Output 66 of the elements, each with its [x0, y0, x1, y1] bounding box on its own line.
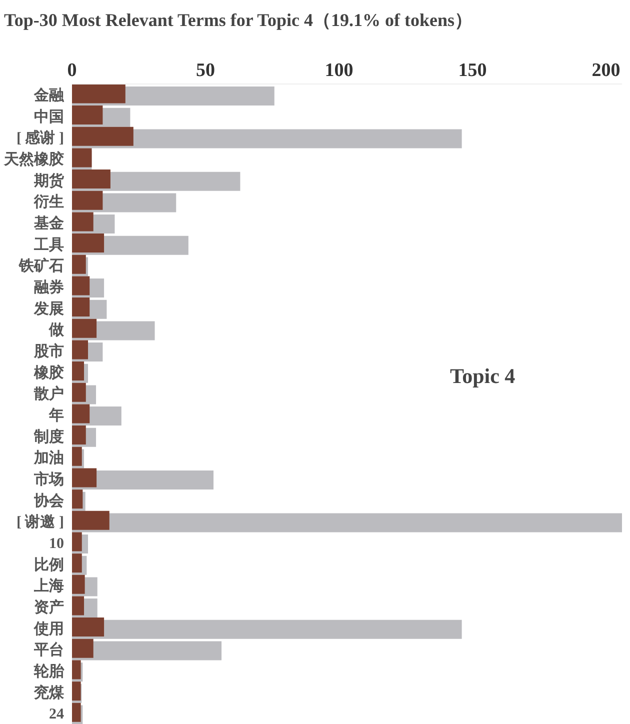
y-tick-label: [ 感谢 ]	[16, 130, 64, 147]
y-tick-label: 市场	[33, 470, 64, 488]
y-tick-label: 橡胶	[33, 363, 64, 382]
y-tick-label: 使用	[33, 620, 64, 638]
bar	[72, 490, 83, 509]
x-tick-label: 200	[592, 60, 620, 81]
bar	[72, 510, 110, 530]
y-tick-label: 资产	[34, 598, 64, 616]
y-tick-label: 比例	[34, 556, 64, 574]
y-tick-label: 制度	[33, 427, 64, 446]
bar	[72, 426, 86, 445]
chart-title: Top-30 Most Relevant Terms for Topic 4（19.1% of tokens）	[4, 9, 473, 32]
y-tick-label: 中国	[34, 108, 64, 126]
y-tick-label: 协会	[33, 492, 65, 510]
bar	[72, 84, 126, 104]
bar	[72, 574, 85, 594]
bar	[72, 340, 88, 360]
y-tick-label: 融券	[34, 278, 64, 296]
y-tick-label: 股市	[33, 342, 64, 360]
bar	[72, 170, 110, 189]
y-tick-label: 衍生	[33, 194, 64, 211]
y-tick-label: 加油	[33, 450, 64, 467]
bar	[72, 276, 90, 296]
bar	[72, 660, 81, 680]
y-tick-label: 10	[49, 536, 64, 552]
y-tick-label: 轮胎	[33, 662, 65, 680]
y-tick-label: 发展	[33, 300, 64, 318]
y-tick-label: 做	[48, 322, 65, 339]
bar	[72, 638, 94, 658]
bar	[72, 618, 104, 637]
bar	[72, 446, 82, 466]
bar	[72, 382, 86, 402]
y-tick-label: 基金	[33, 214, 64, 232]
bar	[72, 554, 82, 573]
bar	[72, 106, 103, 125]
y-tick-label: 上海	[33, 578, 64, 595]
bar	[72, 596, 84, 616]
x-tick-label: 100	[324, 60, 354, 81]
bar	[72, 362, 84, 381]
y-tick-label: 24	[49, 706, 64, 723]
y-tick-label: 工具	[33, 236, 64, 254]
bar	[72, 702, 81, 722]
bar	[72, 620, 462, 639]
y-tick-label: 铁矿石	[18, 256, 64, 275]
y-tick-label: 天然橡胶	[3, 150, 64, 168]
y-tick-label: [ 谢邀 ]	[16, 514, 64, 531]
bar	[72, 190, 103, 210]
x-tick-label: 50	[196, 60, 215, 81]
y-tick-label: 兖煤	[33, 683, 65, 702]
bar	[72, 298, 90, 317]
x-tick-label: 0	[67, 60, 77, 81]
y-tick-label: 金融	[33, 86, 65, 104]
bar	[72, 234, 104, 253]
y-tick-label: 平台	[33, 642, 64, 659]
bar	[72, 318, 97, 338]
x-tick-label: 150	[458, 60, 487, 81]
bar	[72, 532, 82, 552]
bar	[72, 468, 97, 488]
annotation: Topic 4	[450, 364, 516, 389]
bar	[72, 126, 134, 146]
bar	[72, 212, 94, 232]
bar	[72, 513, 622, 532]
y-tick-label: 期货	[33, 172, 65, 190]
bar	[72, 404, 90, 424]
y-tick-label: 年	[48, 406, 64, 424]
y-tick-label: 散户	[33, 384, 64, 403]
